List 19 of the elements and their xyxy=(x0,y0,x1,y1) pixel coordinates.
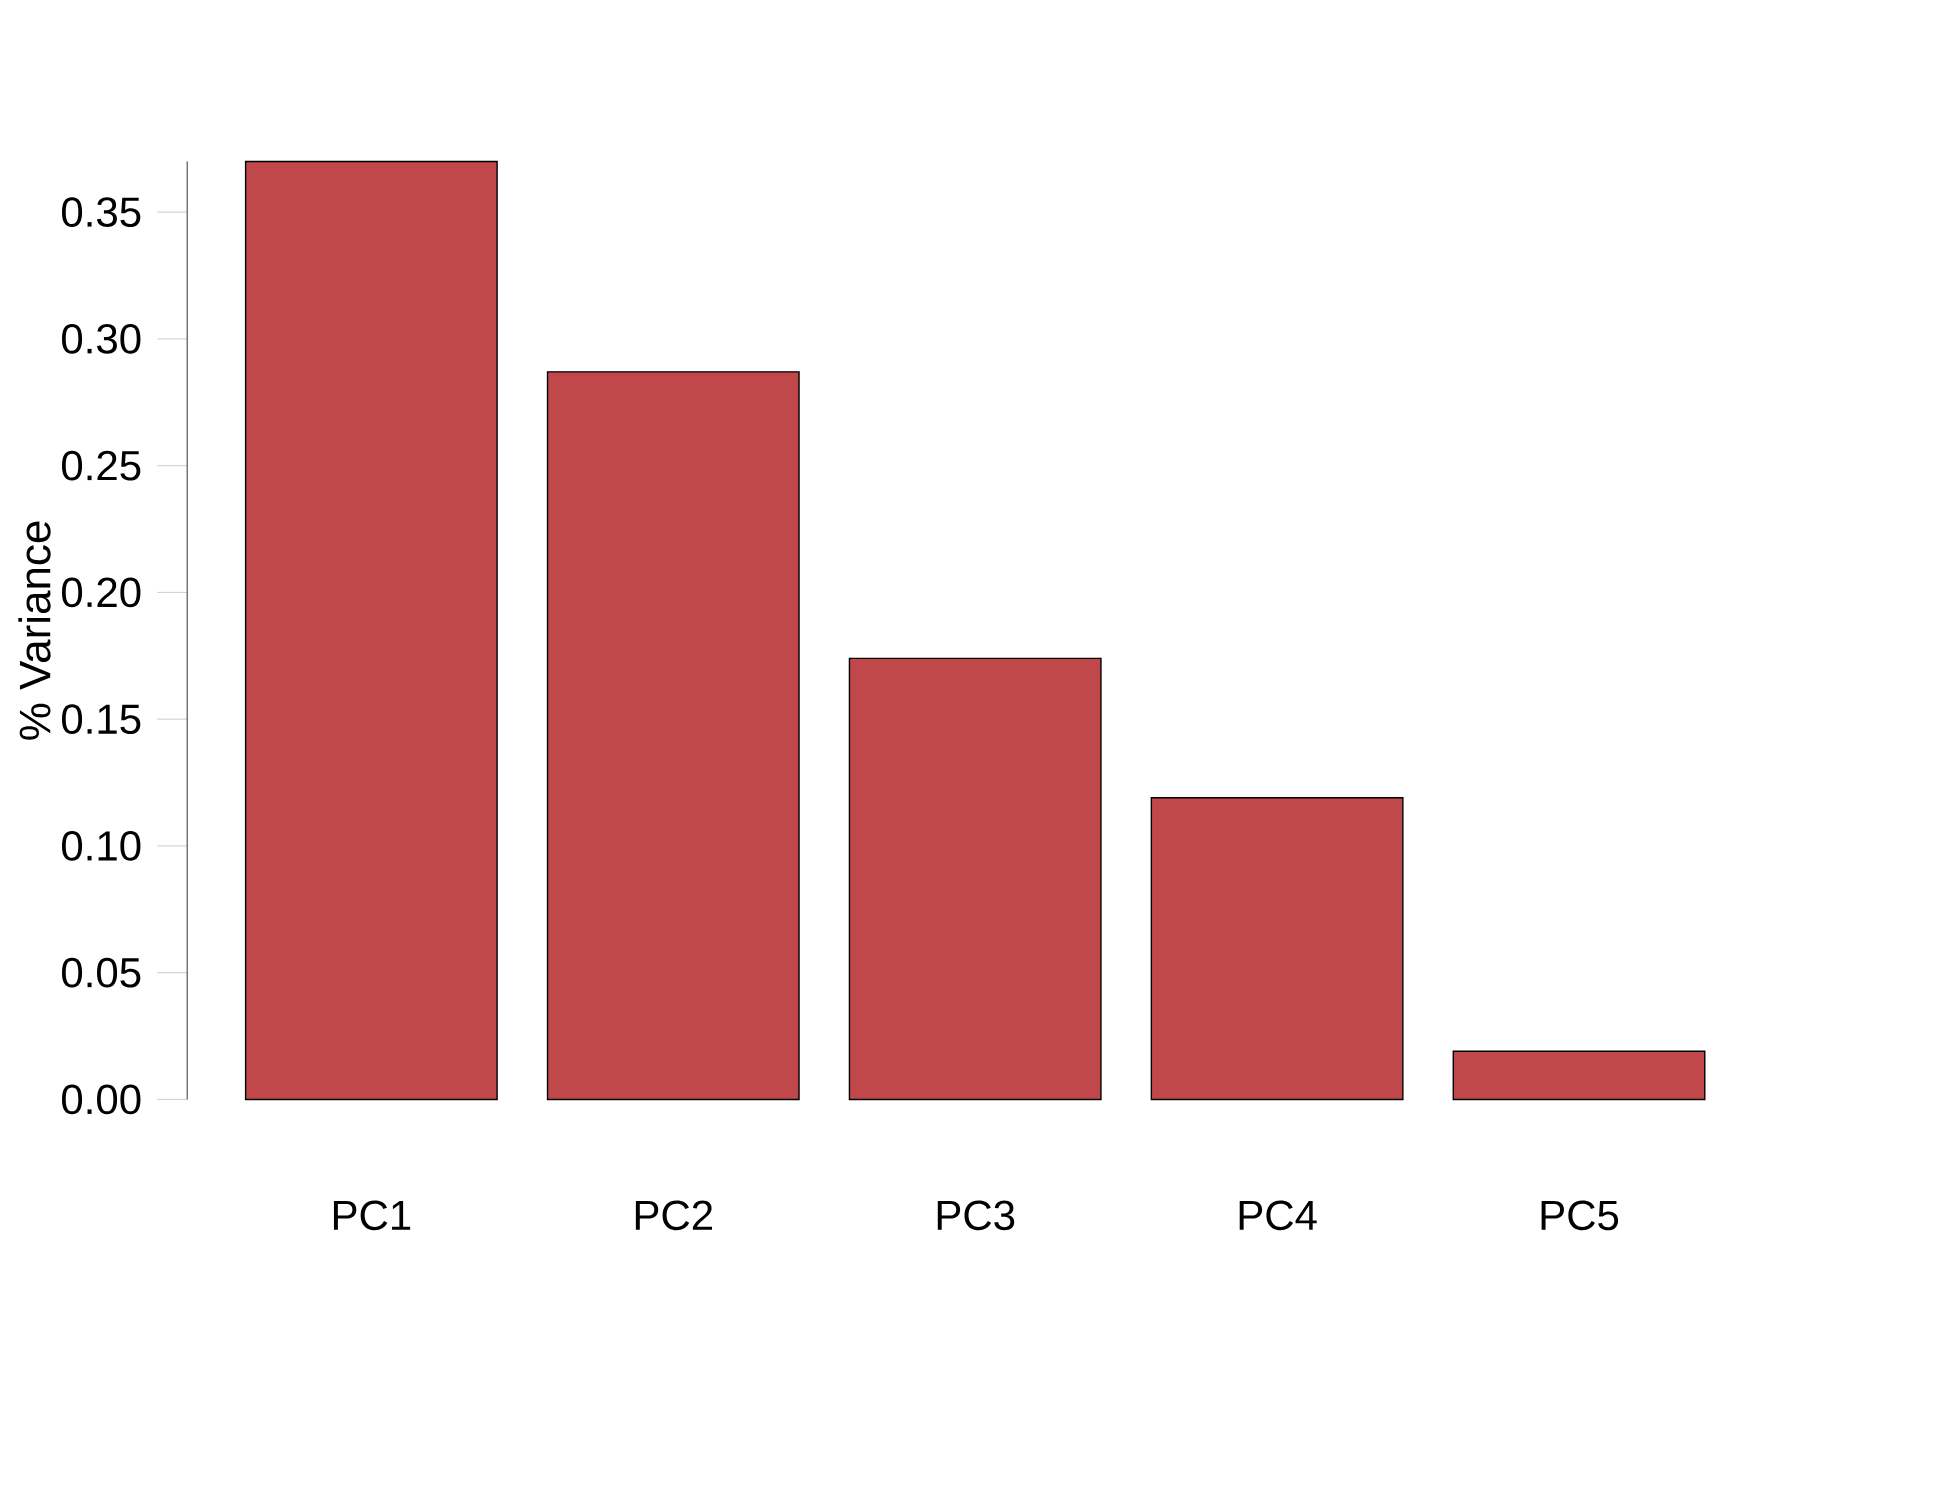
bar xyxy=(848,657,1102,1101)
x-tick-label: PC3 xyxy=(937,1200,1015,1231)
x-tick-label: PC5 xyxy=(1541,1200,1619,1231)
y-tick-label: 0.35 xyxy=(62,197,141,228)
y-tick-label: 0.00 xyxy=(62,1084,141,1115)
y-tick-label: 0.15 xyxy=(62,704,141,735)
bar xyxy=(244,160,498,1101)
y-axis-title: % Variance xyxy=(18,521,51,740)
x-tick-label: PC1 xyxy=(333,1200,411,1231)
bar xyxy=(1150,797,1404,1101)
y-tick-label: 0.30 xyxy=(62,324,141,354)
y-tick-label: 0.20 xyxy=(62,577,141,608)
bar xyxy=(1452,1050,1706,1101)
x-tick-label: PC2 xyxy=(635,1200,712,1231)
y-tick-label: 0.10 xyxy=(62,831,141,861)
bar xyxy=(546,371,800,1101)
y-tick-label: 0.25 xyxy=(62,450,141,481)
y-tick-label: 0.05 xyxy=(62,957,141,988)
x-tick-label: PC4 xyxy=(1239,1200,1317,1231)
